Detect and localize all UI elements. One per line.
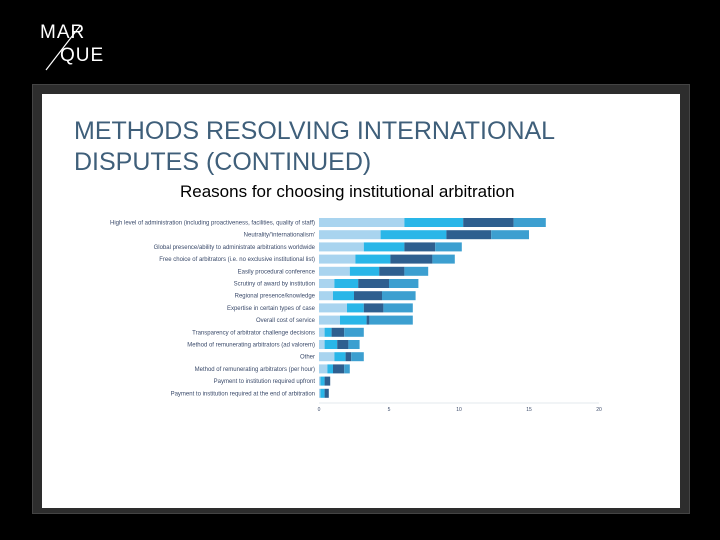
bar-segment: [324, 340, 338, 349]
bar-segment: [349, 266, 380, 276]
bar-segment: [319, 388, 321, 398]
bar-segment: [319, 352, 335, 362]
bar-segment: [324, 327, 332, 337]
bar-segment: [491, 230, 529, 240]
bar-segment: [324, 376, 331, 386]
bar-segment: [345, 352, 352, 362]
bar-segment: [327, 364, 333, 374]
category-label: Free choice of arbitrators (i.e. no excl…: [159, 257, 315, 263]
bar-segment: [319, 376, 321, 386]
bar-segment: [358, 279, 389, 288]
bar-segment: [319, 327, 325, 337]
bar-segment: [319, 364, 328, 374]
bar-segment: [340, 315, 367, 325]
bar-segment: [404, 218, 464, 227]
logo-slash-graphic: [45, 25, 81, 71]
bar-segment: [334, 352, 346, 362]
category-label: Regional presence/knowledge: [235, 294, 316, 300]
bar-segment: [383, 303, 413, 313]
bar-segment: [382, 291, 416, 301]
bar-segment: [355, 254, 391, 264]
category-label: Transparency of arbitrator challenge dec…: [192, 330, 315, 336]
bar-segment: [319, 218, 405, 227]
category-label: High level of administration (including …: [110, 221, 315, 227]
bar-segment: [324, 388, 329, 398]
bar-segment: [334, 279, 359, 288]
bar-segment: [363, 242, 405, 252]
bar-segment: [351, 352, 364, 362]
x-tick-label: 15: [526, 407, 532, 413]
bar-segment: [347, 303, 364, 313]
bar-segment: [319, 315, 340, 325]
bar-segment: [463, 218, 514, 227]
bar-segment: [389, 279, 419, 288]
category-label: Payment to institution required upfront: [214, 379, 316, 385]
category-label: Global presence/ability to administrate …: [154, 245, 316, 251]
bar-segment: [369, 315, 413, 325]
bar-segment: [320, 376, 325, 386]
bar-segment: [319, 266, 350, 276]
bar-segment: [319, 279, 335, 288]
bar-segment: [380, 230, 447, 240]
bar-segment: [337, 340, 349, 349]
chart-subtitle: Reasons for choosing institutional arbit…: [180, 182, 515, 201]
bar-segment: [513, 218, 546, 227]
bar-segment: [379, 266, 405, 276]
bar-segment: [333, 364, 345, 374]
category-label: Overall cost of service: [256, 318, 316, 324]
bar-segment: [348, 340, 360, 349]
category-label: Method of remunerating arbitrators (ad v…: [187, 343, 315, 349]
bar-segment: [432, 254, 455, 264]
slide-title: METHODS RESOLVING INTERNATIONAL DISPUTES…: [74, 117, 555, 176]
bar-segment: [319, 340, 325, 349]
bar-segment: [390, 254, 433, 264]
marque-logo: MAR QUE: [38, 20, 118, 72]
bar-segment: [319, 230, 381, 240]
bar-segment: [319, 291, 333, 301]
bar-segment: [319, 303, 347, 313]
x-tick-label: 20: [596, 407, 602, 413]
bar-segment: [404, 266, 429, 276]
bar-segment: [344, 364, 350, 374]
bar-segment: [435, 242, 462, 252]
bar-segment: [354, 291, 382, 301]
bar-segment: [333, 291, 354, 301]
bar-segment: [319, 254, 356, 264]
bar-segment: [331, 327, 345, 337]
category-label: Neutrality/'internationalism': [244, 233, 315, 239]
bar-segment: [404, 242, 436, 252]
category-label: Payment to institution required at the e…: [171, 391, 315, 397]
bar-segment: [363, 303, 384, 313]
bar-segment: [320, 388, 325, 398]
bar-segment: [446, 230, 492, 240]
x-tick-label: 0: [318, 407, 321, 413]
slide-content: METHODS RESOLVING INTERNATIONAL DISPUTES…: [42, 94, 680, 508]
bar-segment: [344, 327, 364, 337]
logo-text-line2: QUE: [60, 45, 105, 66]
category-label: Expertise in certain types of case: [227, 306, 316, 312]
category-label: Other: [300, 355, 315, 361]
x-tick-label: 10: [456, 407, 462, 413]
category-label: Easily procedural conference: [238, 269, 316, 275]
stacked-bar-chart: High level of administration (including …: [110, 218, 602, 413]
category-label: Method of remunerating arbitrators (per …: [195, 367, 315, 373]
x-tick-label: 5: [388, 407, 391, 413]
bar-segment: [319, 242, 364, 252]
bar-segment: [366, 315, 370, 325]
category-label: Scrutiny of award by institution: [234, 282, 315, 288]
logo-text-line1: MAR: [40, 22, 86, 43]
